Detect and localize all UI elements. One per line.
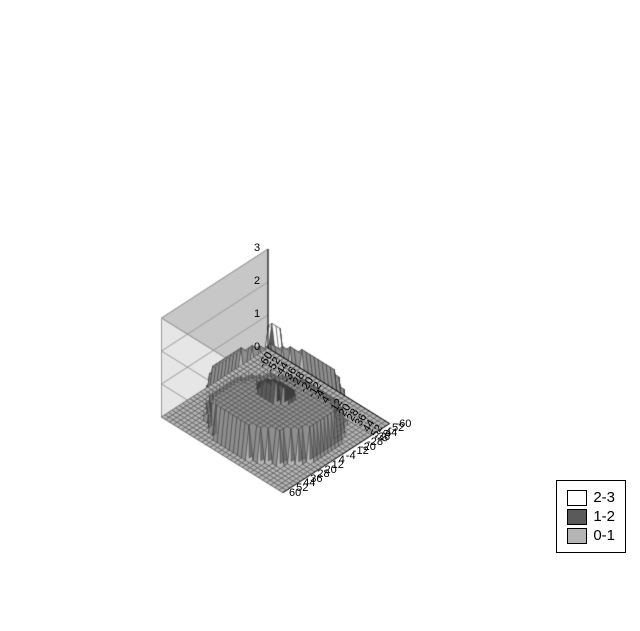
legend-item-0-1: 0-1 xyxy=(567,527,615,544)
axis-tick: -4 xyxy=(346,450,356,462)
legend-label: 1-2 xyxy=(593,508,615,525)
legend-label: 0-1 xyxy=(593,527,615,544)
legend-label: 2-3 xyxy=(593,489,615,506)
legend: 2-3 1-2 0-1 xyxy=(556,480,626,553)
axis-tick: 60 xyxy=(289,487,301,499)
legend-swatch-2-3 xyxy=(567,490,587,506)
legend-item-1-2: 1-2 xyxy=(567,508,615,525)
legend-swatch-0-1 xyxy=(567,528,587,544)
legend-item-2-3: 2-3 xyxy=(567,489,615,506)
legend-swatch-1-2 xyxy=(567,509,587,525)
axis-tick: 1 xyxy=(254,308,260,320)
axis-tick: 0 xyxy=(254,341,260,353)
axis-tick: 2 xyxy=(254,275,260,287)
surface-3d-chart xyxy=(0,0,640,631)
axis-tick: 3 xyxy=(254,242,260,254)
